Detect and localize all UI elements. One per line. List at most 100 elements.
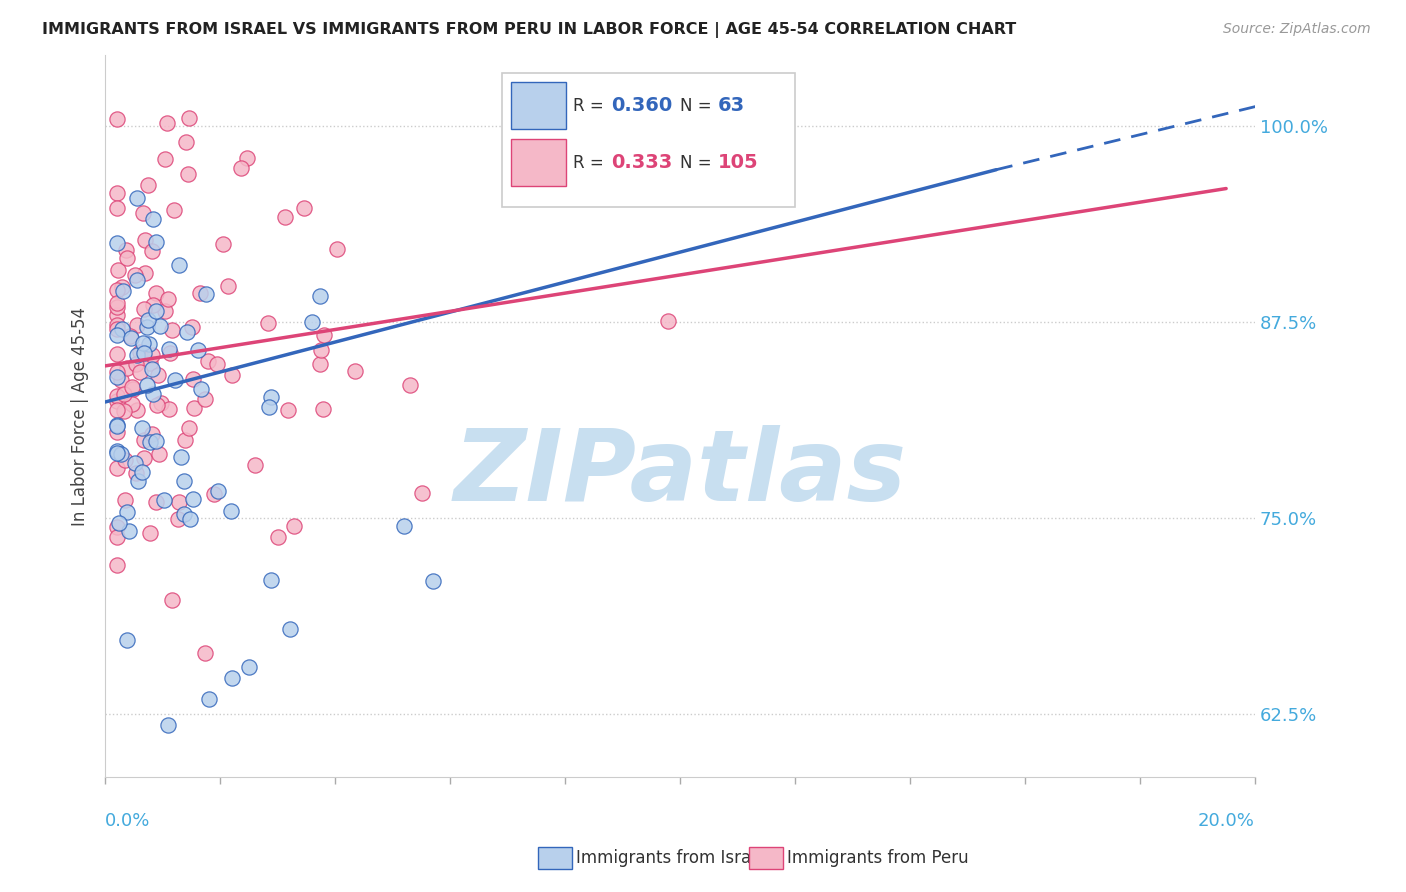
Point <box>160 323 183 337</box>
Point <box>125 318 148 333</box>
Point <box>105 530 128 544</box>
Point <box>117 633 139 648</box>
Point <box>112 386 135 401</box>
Point <box>105 327 128 342</box>
Point <box>136 313 159 327</box>
Text: Immigrants from Peru: Immigrants from Peru <box>787 849 969 867</box>
Point <box>176 167 198 181</box>
Point <box>274 210 297 224</box>
Point <box>105 520 128 534</box>
Point <box>183 401 205 416</box>
Point <box>114 453 136 467</box>
Point <box>145 286 167 301</box>
Text: IMMIGRANTS FROM ISRAEL VS IMMIGRANTS FROM PERU IN LABOR FORCE | AGE 45-54 CORREL: IMMIGRANTS FROM ISRAEL VS IMMIGRANTS FRO… <box>42 22 1017 38</box>
Point <box>105 425 128 439</box>
Point <box>181 492 204 507</box>
Point <box>139 356 162 370</box>
Point <box>114 404 136 418</box>
Point <box>259 390 281 404</box>
Point <box>257 400 280 414</box>
Point <box>157 402 180 417</box>
Point <box>124 268 146 283</box>
FancyBboxPatch shape <box>510 82 567 129</box>
Point <box>221 368 243 382</box>
Point <box>179 512 201 526</box>
Point <box>145 304 167 318</box>
Point <box>105 461 128 475</box>
Point <box>308 289 330 303</box>
Point <box>309 358 332 372</box>
Point <box>392 519 415 533</box>
Point <box>221 671 243 685</box>
Point <box>292 201 315 215</box>
Point <box>118 329 141 343</box>
Point <box>105 394 128 409</box>
Point <box>105 186 128 200</box>
Text: R =: R = <box>574 96 609 115</box>
FancyBboxPatch shape <box>510 139 567 186</box>
Point <box>260 573 283 587</box>
Point <box>110 447 132 461</box>
Point <box>105 419 128 434</box>
Point <box>211 236 233 251</box>
Point <box>657 314 679 328</box>
Point <box>278 622 301 636</box>
Point <box>105 321 128 335</box>
Point <box>105 444 128 458</box>
Point <box>177 421 200 435</box>
Point <box>115 504 138 518</box>
Point <box>134 433 156 447</box>
Point <box>105 558 128 573</box>
Point <box>128 345 150 359</box>
Point <box>141 427 163 442</box>
Point <box>190 382 212 396</box>
Point <box>174 135 197 149</box>
Point <box>176 325 198 339</box>
Point <box>128 365 150 379</box>
Point <box>135 377 157 392</box>
Point <box>309 343 332 358</box>
Point <box>132 336 155 351</box>
Point <box>105 284 128 298</box>
Point <box>112 284 135 298</box>
Point <box>121 397 143 411</box>
Text: ZIPatlas: ZIPatlas <box>454 425 907 523</box>
Point <box>173 475 195 489</box>
Point <box>173 507 195 521</box>
Point <box>134 301 156 316</box>
Point <box>312 402 335 417</box>
Point <box>166 512 188 526</box>
Point <box>142 387 165 401</box>
Point <box>131 206 153 220</box>
Point <box>105 402 128 417</box>
Point <box>125 466 148 480</box>
Point <box>236 152 259 166</box>
Point <box>267 530 290 544</box>
Point <box>181 320 204 334</box>
Point <box>105 235 128 250</box>
Text: 63: 63 <box>718 96 745 115</box>
Text: 20.0%: 20.0% <box>1198 812 1256 830</box>
Point <box>131 421 153 435</box>
Point <box>149 318 172 333</box>
Text: 0.360: 0.360 <box>612 96 672 115</box>
Point <box>127 273 149 287</box>
Point <box>422 574 444 588</box>
Point <box>179 111 201 125</box>
Text: 0.333: 0.333 <box>612 153 672 172</box>
Point <box>229 161 252 175</box>
Point <box>142 298 165 312</box>
Point <box>122 382 145 396</box>
Point <box>132 346 155 360</box>
Point <box>105 365 128 379</box>
Point <box>153 492 176 507</box>
Point <box>193 392 215 406</box>
Point <box>125 357 148 371</box>
Point <box>153 153 176 167</box>
Point <box>174 433 197 447</box>
Point <box>167 258 190 272</box>
Point <box>146 398 169 412</box>
Point <box>153 303 176 318</box>
Point <box>411 486 433 500</box>
Point <box>127 474 149 488</box>
